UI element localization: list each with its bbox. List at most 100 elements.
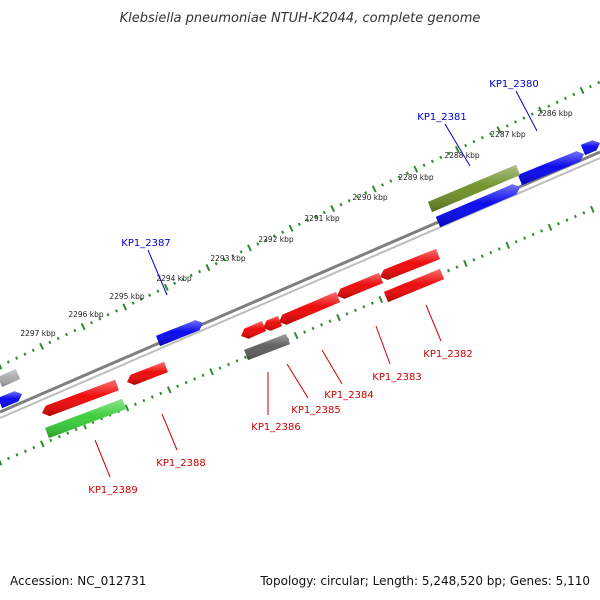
gene-feature[interactable] (45, 398, 126, 439)
gene-feature[interactable] (127, 361, 168, 385)
minor-tick (328, 319, 332, 323)
label-leader-lines (94, 90, 538, 478)
minor-tick (514, 240, 518, 244)
major-tick (163, 283, 169, 291)
gene-label: KP1_2388 (156, 458, 205, 469)
minor-tick (320, 323, 324, 327)
minor-tick (540, 229, 544, 233)
minor-tick (345, 312, 349, 316)
minor-tick (397, 175, 401, 179)
minor-tick (142, 398, 146, 403)
minor-tick (106, 313, 110, 317)
minor-tick (193, 377, 197, 381)
minor-tick (447, 268, 450, 273)
gene-feature[interactable] (580, 140, 600, 156)
minor-tick (239, 250, 243, 254)
minor-tick (572, 92, 576, 97)
minor-tick (73, 328, 77, 333)
gene-feature[interactable] (0, 391, 22, 409)
gene-label: KP1_2383 (372, 372, 421, 383)
major-tick (247, 244, 252, 252)
gene-label: KP1_2380 (489, 79, 538, 90)
minor-tick (198, 269, 202, 274)
minor-tick (381, 183, 385, 187)
minor-tick (480, 254, 484, 258)
gene-feature-shading (42, 379, 119, 417)
major-tick (122, 303, 128, 311)
minor-tick (48, 340, 52, 345)
minor-tick (339, 202, 343, 207)
gene-label-leader (94, 439, 111, 478)
gene-feature[interactable] (337, 272, 384, 299)
major-tick (413, 165, 419, 173)
gene-feature[interactable] (380, 248, 440, 280)
minor-tick (31, 348, 35, 352)
gene-feature[interactable] (427, 164, 521, 213)
scale-label: 2290 kbp (352, 193, 388, 202)
minor-tick (56, 336, 60, 341)
gene-feature[interactable] (435, 184, 520, 228)
major-tick (288, 224, 294, 232)
minor-tick (15, 356, 19, 360)
minor-tick (523, 236, 527, 240)
map-title: Klebsiella pneumoniae NTUH-K2044, comple… (120, 11, 481, 26)
minor-tick (176, 384, 180, 388)
scale-labels: 2286 kbp 2287 kbp 2288 kbp 2289 kbp 2290 kbp… (20, 109, 573, 338)
scale-label: 2292 kbp (258, 235, 294, 244)
gene-feature[interactable] (156, 320, 203, 347)
gene-feature-shading (580, 140, 600, 156)
gene-feature[interactable] (244, 333, 290, 361)
gene-labels: KP1_2380 KP1_2381 KP1_2387 KP1_2382 KP1_2383… (88, 79, 538, 496)
minor-tick (272, 234, 276, 238)
gene-feature-shading (435, 184, 520, 228)
gene-feature-shading (517, 151, 584, 186)
gene-feature[interactable] (383, 268, 445, 303)
major-tick (0, 363, 3, 370)
gene-label: KP1_2387 (121, 238, 170, 249)
minor-tick (514, 120, 518, 124)
gene-label: KP1_2382 (423, 349, 472, 360)
minor-tick (114, 309, 118, 313)
minor-tick (235, 359, 239, 363)
gene-label-leader (375, 325, 391, 365)
major-tick (579, 86, 585, 95)
scale-label: 2286 kbp (537, 109, 573, 118)
gene-label-leader (444, 123, 471, 167)
major-tick (209, 368, 214, 376)
minor-tick (57, 435, 61, 439)
gene-feature-shading (383, 268, 445, 303)
major-tick (40, 440, 45, 448)
minor-tick (256, 242, 260, 246)
minor-tick (65, 332, 69, 337)
scale-label: 2291 kbp (304, 214, 340, 223)
minor-tick (32, 445, 36, 450)
minor-tick (148, 293, 152, 297)
gene-feature[interactable] (517, 151, 584, 186)
minor-tick (530, 112, 534, 116)
gene-label-leader (425, 304, 442, 342)
minor-tick (223, 258, 227, 262)
minor-tick (364, 191, 368, 195)
gene-feature[interactable] (263, 315, 283, 331)
gene-feature-shading (279, 291, 341, 325)
gene-feature[interactable] (279, 291, 341, 325)
gene-feature-shading (244, 333, 290, 361)
minor-tick (531, 232, 535, 237)
minor-tick (173, 281, 177, 286)
minor-tick (15, 453, 19, 457)
gene-feature[interactable] (241, 321, 267, 339)
minor-tick (314, 214, 318, 219)
minor-tick (311, 326, 315, 331)
major-tick (547, 223, 553, 231)
minor-tick (439, 155, 443, 160)
minor-tick (6, 456, 10, 461)
gene-label-leader (161, 413, 178, 451)
gene-feature[interactable] (0, 369, 21, 387)
scale-label: 2288 kbp (444, 151, 480, 160)
minor-tick (362, 305, 366, 309)
gene-feature[interactable] (42, 379, 119, 417)
scale-label: 2287 kbp (490, 130, 526, 139)
minor-tick (472, 258, 476, 262)
minor-tick (150, 395, 154, 399)
